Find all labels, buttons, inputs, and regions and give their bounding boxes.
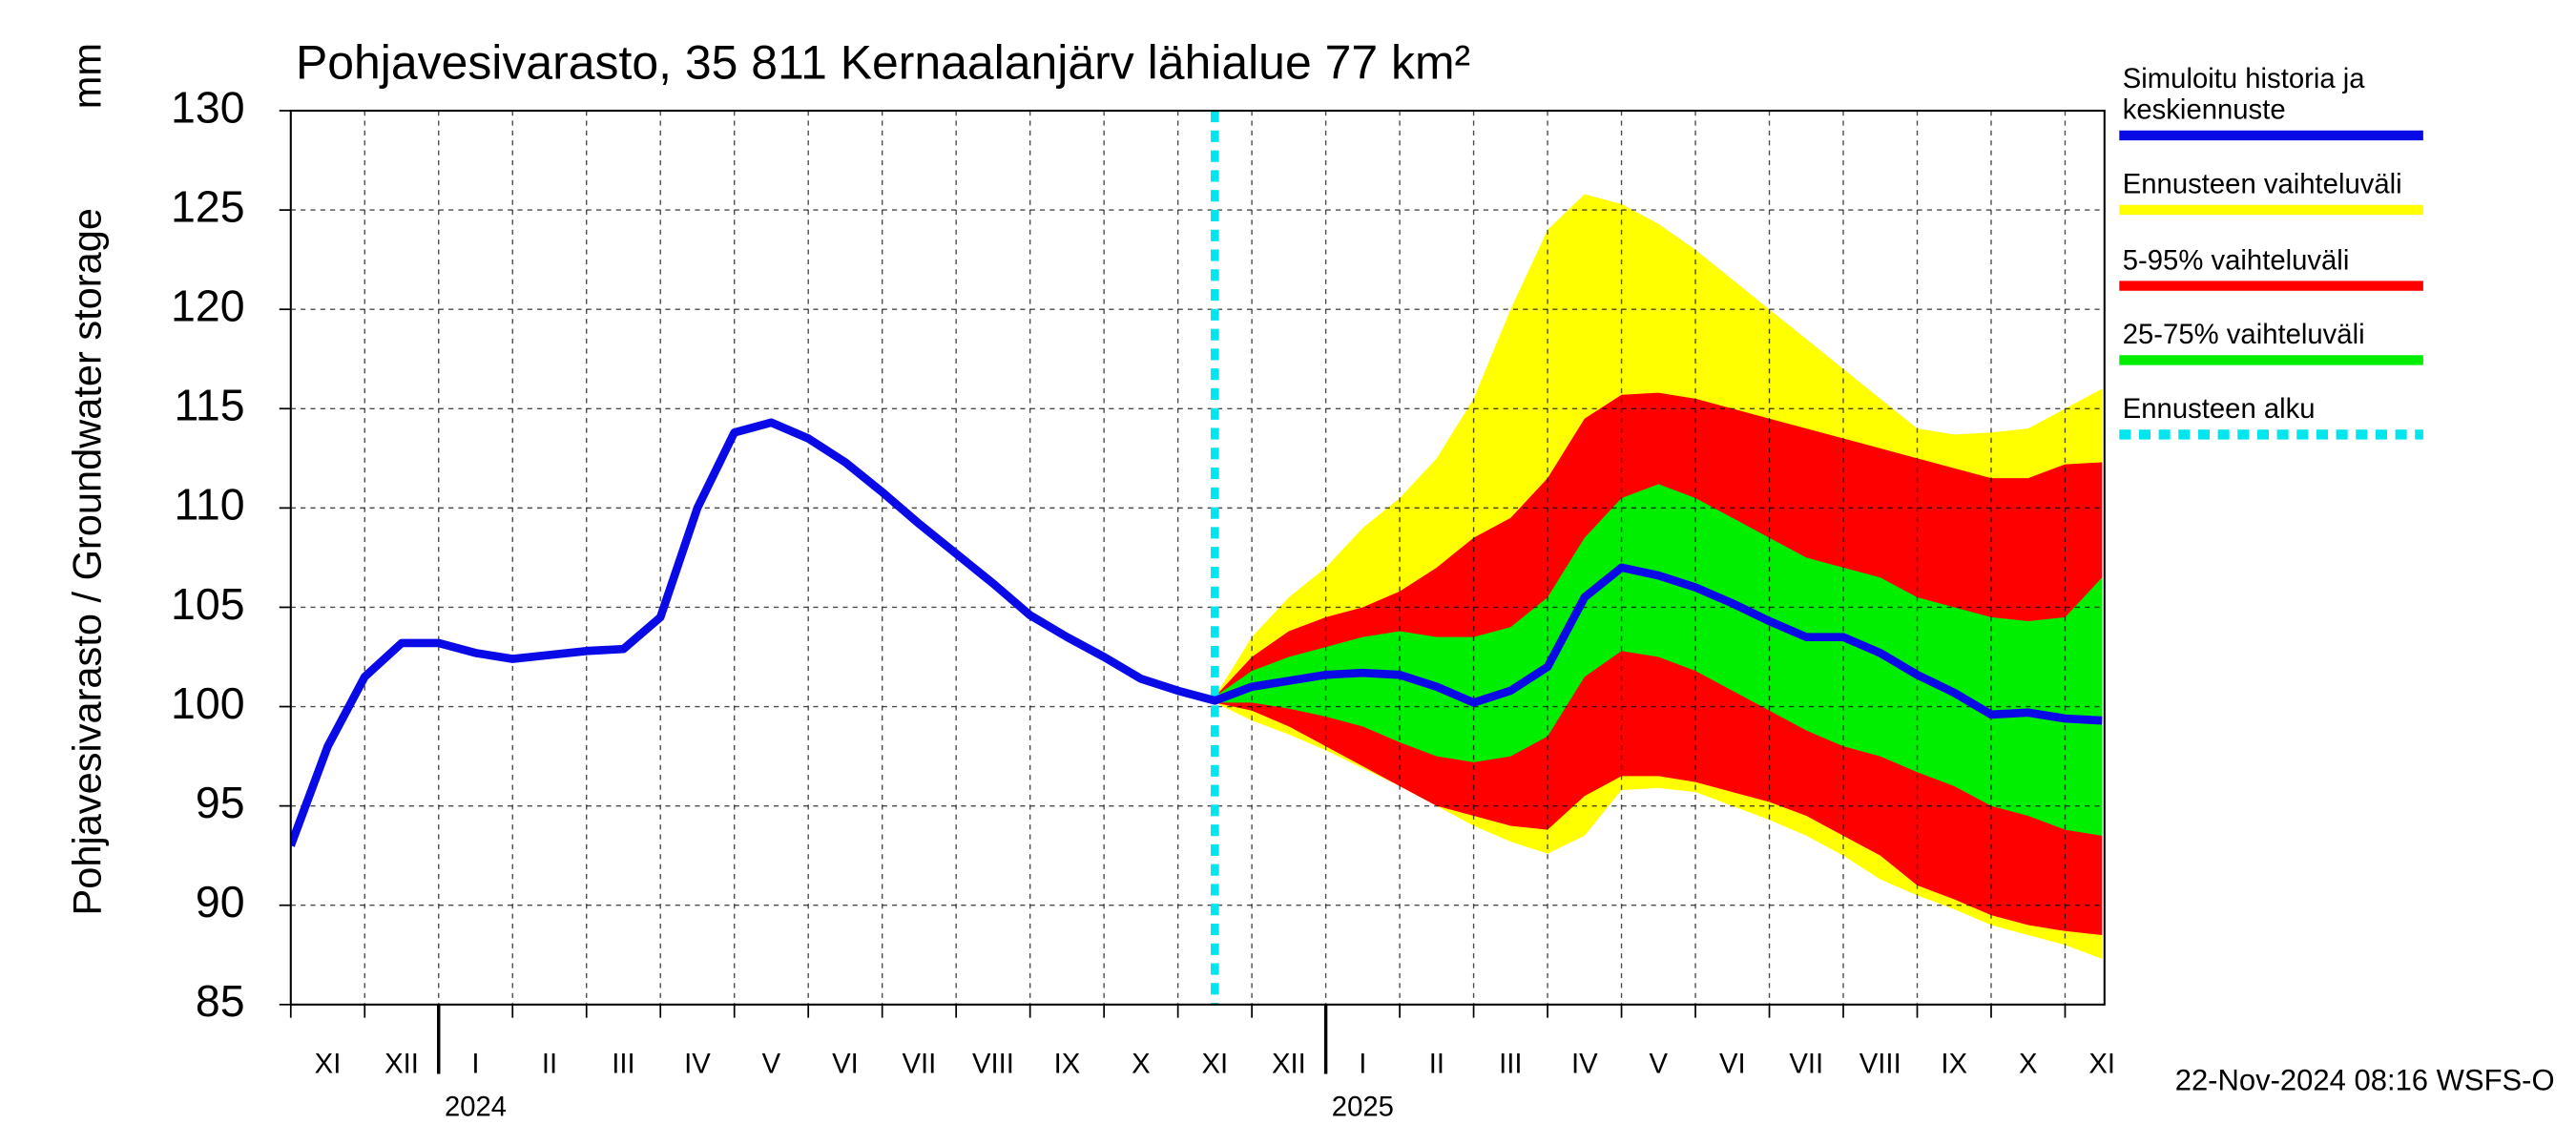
lines xyxy=(290,111,2103,1005)
plot-frame xyxy=(289,109,2106,1006)
y-tick-label: 85 xyxy=(196,976,245,1026)
legend-label: 25-75% vaihteluväli xyxy=(2122,319,2365,351)
x-tick-label: IX xyxy=(1054,1049,1081,1080)
x-tick-label: VI xyxy=(832,1049,859,1080)
x-tick-label: XI xyxy=(2088,1049,2115,1080)
x-tick-label: VIII xyxy=(1859,1049,1901,1080)
y-axis-label: Pohjavesivarasto / Groundwater storage xyxy=(65,208,110,915)
y-tick-label: 120 xyxy=(171,281,245,330)
y-tick-label: 90 xyxy=(196,877,245,926)
x-tick-label: X xyxy=(2019,1049,2038,1080)
y-tick-label: 110 xyxy=(174,480,244,530)
legend-label: Ennusteen alku xyxy=(2122,393,2316,426)
legend-label-box: Ennusteen vaihteluväli xyxy=(2122,168,2402,200)
legend-label: Simuloitu historia ja keskiennuste xyxy=(2122,62,2365,126)
chart-title: Pohjavesivarasto, 35 811 Kernaalanjärv l… xyxy=(296,35,1470,89)
line-series xyxy=(290,418,2103,847)
band-area xyxy=(1215,484,2103,836)
x-tick-label: VII xyxy=(903,1049,937,1080)
y-axis-unit: mm xyxy=(65,43,110,109)
y-tick-label: 125 xyxy=(171,181,245,231)
y-tick-label: 100 xyxy=(171,678,245,728)
x-tick-label: I xyxy=(1359,1049,1366,1080)
y-tick-label: 105 xyxy=(171,579,245,629)
y-tick-label: 130 xyxy=(171,82,245,132)
legend-label: 5-95% vaihteluväli xyxy=(2122,244,2350,277)
year-label: 2024 xyxy=(445,1092,507,1123)
x-tick-label: VIII xyxy=(972,1049,1014,1080)
x-tick-label: V xyxy=(762,1049,781,1080)
x-tick-label: X xyxy=(1132,1049,1151,1080)
x-tick-label: VII xyxy=(1789,1049,1823,1080)
x-tick-label: III xyxy=(612,1049,634,1080)
x-tick-label: III xyxy=(1499,1049,1522,1080)
x-tick-label: II xyxy=(1429,1049,1444,1080)
x-tick-label: XI xyxy=(315,1049,342,1080)
y-tick-label: 95 xyxy=(196,778,245,827)
legend-label-box: 25-75% vaihteluväli xyxy=(2122,319,2365,351)
year-label: 2025 xyxy=(1332,1092,1394,1123)
x-tick-label: XII xyxy=(1272,1049,1306,1080)
x-tick-label: IV xyxy=(684,1049,711,1080)
x-tick-label: II xyxy=(542,1049,557,1080)
legend-label-box: Ennusteen alku xyxy=(2122,393,2316,426)
legend-label-box: 5-95% vaihteluväli xyxy=(2122,244,2350,277)
x-tick-label: IX xyxy=(1941,1049,1967,1080)
footer: 22-Nov-2024 08:16 WSFS-O xyxy=(2175,1063,2555,1096)
band-area xyxy=(1215,392,2103,935)
x-tick-label: V xyxy=(1650,1049,1669,1080)
x-tick-label: IV xyxy=(1571,1049,1598,1080)
legend-label-box: Simuloitu historia ja keskiennuste xyxy=(2122,62,2365,126)
x-tick-label: XI xyxy=(1202,1049,1229,1080)
y-tick-label: 115 xyxy=(174,381,244,430)
x-tick-label: VI xyxy=(1719,1049,1746,1080)
x-tick-label: I xyxy=(471,1049,479,1080)
legend-label: Ennusteen vaihteluväli xyxy=(2122,168,2402,200)
x-tick-label: XII xyxy=(384,1049,419,1080)
